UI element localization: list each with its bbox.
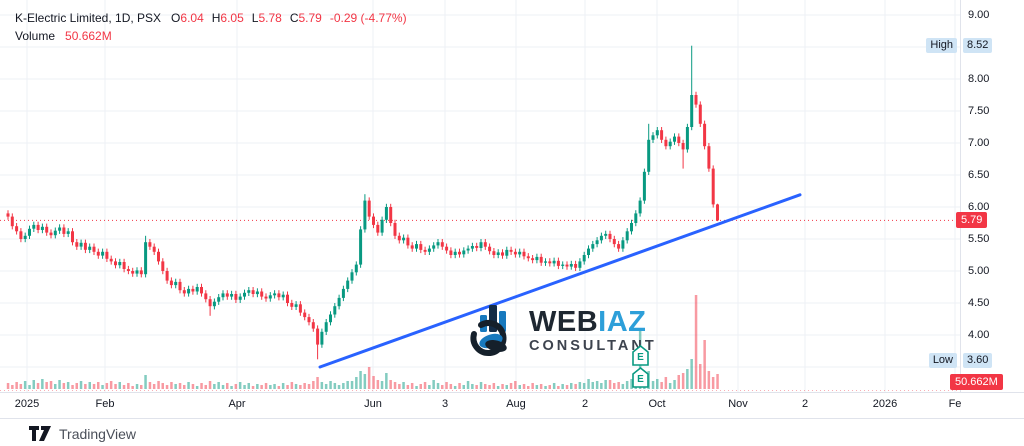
price-axis[interactable]: 9.00 8.00 7.50 7.00 6.50 6.00 5.50 5.00 4.50 4.00	[960, 0, 1024, 392]
time-axis-label: 3	[441, 398, 449, 410]
time-axis-label: 2025	[14, 398, 40, 410]
price-axis-label: 9.00	[968, 9, 990, 21]
symbol-title[interactable]: K-Electric Limited, 1D, PSX	[15, 11, 162, 25]
time-axis-label: Jun	[364, 398, 382, 410]
trendline[interactable]	[318, 193, 802, 369]
time-axis-label: Fe	[948, 398, 962, 410]
price-axis-label: 7.00	[968, 137, 990, 149]
tradingview-logo-text: TradingView	[59, 425, 137, 442]
price-axis-label: 5.00	[968, 265, 990, 277]
tradingview-logo-icon	[29, 426, 51, 441]
svg-text:E: E	[637, 374, 644, 385]
watermark-subtitle: CONSULTANT	[529, 337, 657, 354]
time-axis-label: Apr	[228, 398, 246, 410]
price-axis-label: 4.50	[968, 297, 990, 309]
price-axis-label: 4.00	[968, 329, 990, 341]
time-axis[interactable]: 2025 Feb Apr Jun 3 Aug 2 Oct Nov 2 2026 Fe	[0, 392, 1024, 419]
watermark-title: WEBIAZ	[529, 305, 647, 338]
time-axis-label: Feb	[95, 398, 115, 410]
price-chart[interactable]	[0, 0, 960, 392]
time-axis-label: Nov	[728, 398, 748, 410]
ohlc-high: H6.05	[211, 11, 244, 25]
price-axis-label: 8.00	[968, 73, 990, 85]
low-marker-label: Low	[928, 352, 957, 368]
price-axis-label: 5.50	[968, 233, 990, 245]
grid	[0, 0, 960, 392]
watermark-logo: WEBIAZ CONSULTANT	[466, 301, 657, 361]
volume-value: 50.662M	[65, 29, 112, 43]
time-axis-label: Oct	[648, 398, 666, 410]
time-axis-label: 2	[801, 398, 809, 410]
change-value: -0.29 (-4.77%)	[329, 11, 407, 25]
tradingview-attribution[interactable]: TradingView	[28, 423, 136, 444]
price-axis-label: 6.50	[968, 169, 990, 181]
high-marker-label: High	[926, 37, 957, 53]
earnings-marker-icon[interactable]: E	[632, 344, 649, 366]
low-marker-value: 3.60	[963, 352, 993, 368]
ohlc-close: C5.79	[289, 11, 322, 25]
svg-text:E: E	[637, 352, 644, 363]
price-axis-label: 7.50	[968, 105, 990, 117]
ohlc-low: L5.78	[251, 11, 282, 25]
candlestick-series	[6, 45, 719, 360]
time-axis-label: 2	[581, 398, 589, 410]
price-axis-label: 6.00	[968, 201, 990, 213]
symbol-legend: K-Electric Limited, 1D, PSX O6.04 H6.05 …	[15, 9, 407, 45]
time-axis-label: Aug	[506, 398, 526, 410]
volume-label[interactable]: Volume	[15, 29, 56, 43]
high-marker-value: 8.52	[963, 37, 993, 53]
webiaz-logo-icon	[470, 305, 507, 356]
last-price-badge: 5.79	[956, 211, 988, 228]
ohlc-open: O6.04	[171, 11, 204, 25]
volume-badge: 50.662M	[950, 374, 1003, 390]
earnings-marker-icon[interactable]: E	[632, 366, 649, 388]
time-axis-label: 2026	[872, 398, 898, 410]
